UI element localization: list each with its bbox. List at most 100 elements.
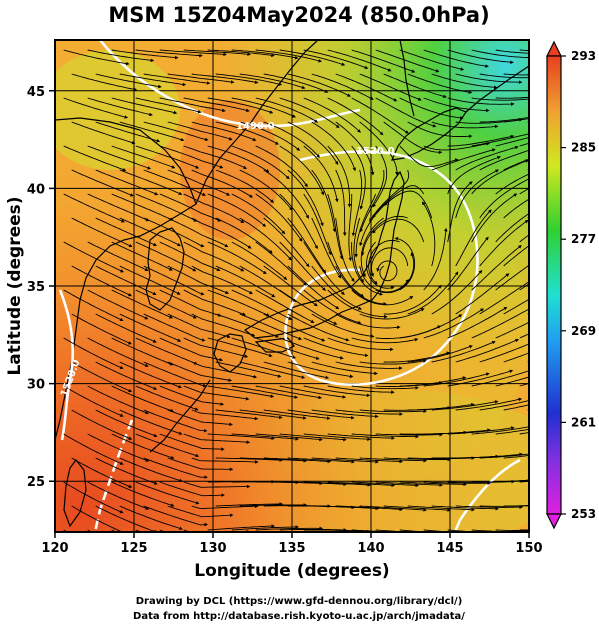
streamline [359, 505, 427, 512]
streamline [111, 49, 179, 60]
colorbar-tick-label: 277 [571, 232, 596, 246]
streamline [207, 241, 267, 275]
streamline [407, 345, 473, 363]
streamline [95, 505, 158, 532]
streamline [279, 49, 346, 66]
streamline [207, 145, 270, 173]
streamline [495, 376, 529, 387]
streamline [431, 73, 498, 90]
streamline [327, 97, 384, 136]
credit-drawing: Drawing by DCL (https://www.gfd-dennou.o… [136, 596, 463, 607]
coast-korea [145, 227, 185, 311]
x-tick-label: 120 [41, 541, 68, 556]
streamline [455, 273, 510, 315]
streamline [455, 452, 523, 459]
streamline [399, 529, 431, 532]
colorbar: 293 285 277 269 261 253 [546, 40, 596, 530]
streamline [207, 193, 267, 227]
streamline [303, 145, 339, 203]
streamline [471, 426, 529, 435]
streamline [447, 97, 515, 106]
streamline [95, 217, 158, 247]
streamline [503, 73, 529, 76]
streamline [95, 73, 162, 89]
streamline [183, 97, 250, 113]
colorbar-tick-label: 269 [571, 324, 596, 338]
streamline [239, 457, 308, 463]
streamline [351, 337, 419, 344]
streamline [287, 361, 354, 379]
streamline [255, 193, 303, 242]
streamline [263, 217, 310, 268]
contour-1520-west [58, 289, 75, 441]
streamline [87, 481, 150, 510]
streamline [255, 97, 319, 123]
streamline [351, 241, 384, 296]
streamline [351, 97, 409, 134]
y-tick-label: 40 [27, 182, 45, 197]
streamline [407, 271, 459, 315]
streamline [255, 145, 308, 188]
streamline [360, 217, 384, 278]
streamline [471, 307, 529, 339]
streamline [63, 337, 124, 369]
streamline [191, 361, 258, 379]
streamline [63, 241, 125, 273]
y-tick-label: 30 [27, 378, 45, 393]
streamline [351, 481, 420, 488]
streamline [407, 505, 476, 512]
streamline [183, 145, 247, 169]
streamline [423, 308, 485, 339]
streamline [183, 193, 245, 224]
streamline [455, 338, 520, 363]
streamline [279, 385, 347, 399]
streamline [447, 529, 516, 532]
streamline [159, 481, 225, 497]
streamline [431, 148, 496, 171]
streamline [407, 73, 473, 94]
streamline [183, 337, 249, 358]
streamline [423, 428, 491, 435]
streamline [215, 313, 279, 338]
streamline [255, 526, 324, 531]
streamline [335, 169, 347, 237]
streamline [335, 361, 403, 370]
streamline [63, 289, 124, 321]
y-axis: 25 30 35 40 45 [27, 85, 55, 490]
streamline [71, 217, 133, 248]
streamline [351, 145, 366, 210]
streamline [503, 298, 529, 315]
streamline [407, 121, 473, 139]
streamline [167, 457, 234, 472]
x-axis-label: Longitude (degrees) [194, 561, 389, 581]
chart-title: MSM 15Z04May2024 (850.0hPa) [108, 3, 489, 27]
contour-1490 [98, 40, 361, 128]
streamline [215, 73, 283, 86]
streamline [479, 116, 529, 123]
streamline [207, 524, 275, 531]
streamline [63, 49, 130, 66]
streamline [335, 313, 401, 330]
streamline [95, 313, 157, 343]
streamline [423, 49, 489, 68]
streamline [135, 481, 200, 505]
streamline [87, 49, 155, 63]
streamline [311, 505, 380, 511]
streamline [71, 361, 133, 393]
streamline [119, 217, 181, 247]
streamline [191, 217, 252, 249]
streamline [503, 118, 529, 123]
streamline [159, 289, 222, 317]
streamline [495, 264, 529, 291]
streamline [135, 433, 200, 458]
streamline [503, 245, 529, 267]
streamline [215, 457, 284, 462]
streamline [215, 502, 284, 507]
streamline [167, 121, 233, 141]
streamline [111, 241, 173, 271]
streamline [370, 247, 409, 277]
streamline [423, 529, 455, 532]
streamline [167, 217, 229, 247]
streamline [71, 409, 133, 440]
streamline [255, 337, 320, 360]
